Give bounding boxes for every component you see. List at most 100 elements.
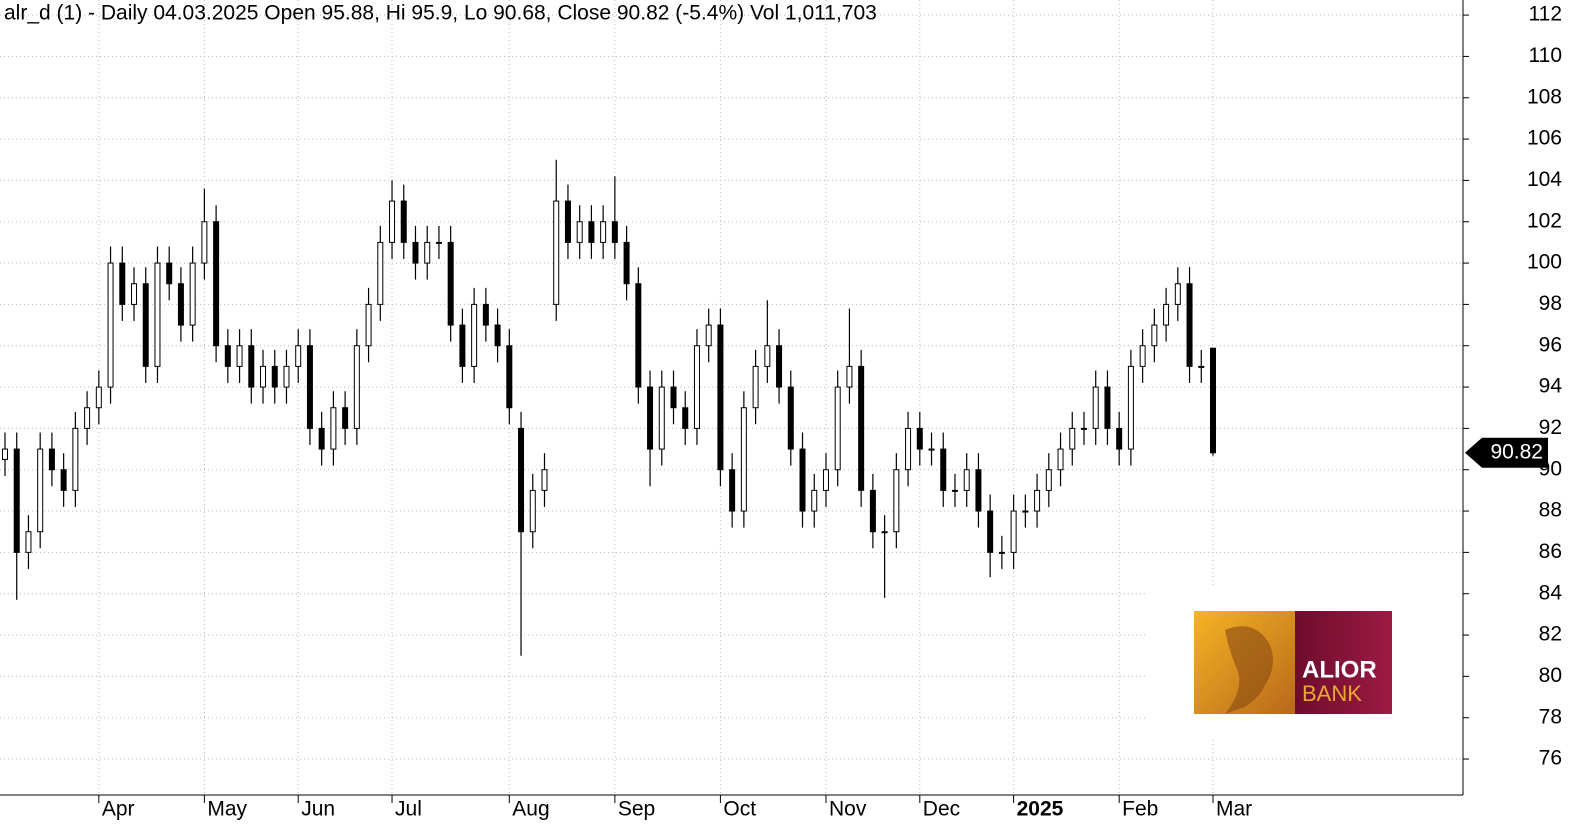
x-tick-label: Mar [1216,798,1252,821]
candle-body [846,365,853,388]
candle-body [752,365,759,409]
logo-name: ALIOR [1302,656,1377,683]
candle-body [1092,386,1099,429]
candle-body [506,345,513,409]
candle-body [107,262,114,388]
candle-body [647,386,654,450]
candle-body [635,283,642,388]
candle-body [693,345,700,429]
candle-body [1198,365,1205,368]
y-tick-label: 98 [1539,292,1562,315]
candle-body [435,241,442,244]
y-tick-label: 96 [1539,333,1562,356]
candle-body [588,221,595,243]
candle-body [1174,283,1181,305]
candle-body [424,241,431,264]
chart-title: alr_d (1) - Daily 04.03.2025 Open 95.88,… [4,2,877,25]
y-tick-label: 86 [1539,540,1562,563]
candle-body [811,489,818,512]
candle-body [893,469,900,533]
y-tick-label: 112 [1529,3,1562,26]
candle-body [318,427,325,450]
candle-body [940,448,947,491]
y-tick-label: 92 [1539,416,1562,439]
x-tick-label: Sep [618,798,655,821]
x-tick-label: Jun [301,798,335,821]
candle-body [717,324,724,471]
y-tick-label: 94 [1539,375,1563,398]
candle-body [553,200,560,305]
candle-body [306,345,313,429]
candle-body [37,448,44,533]
candle-body [834,386,841,471]
candle-body [260,365,267,388]
candle-body [95,386,102,409]
logo-subname: BANK [1302,681,1362,706]
y-tick-label: 82 [1539,623,1562,646]
candle-body [459,324,466,367]
candle-body [131,283,138,305]
candle-body [729,469,736,512]
candle-body [412,241,419,264]
logo-face [1225,626,1274,714]
candle-body [905,427,912,471]
x-tick-label: May [207,798,247,821]
candle-body [975,469,982,512]
candle-body [400,200,407,243]
candle-body [658,386,665,450]
candle-body [1104,386,1111,429]
candle-body [670,386,677,409]
candle-body [764,345,771,367]
candle-body [177,283,184,326]
candle-body [1116,427,1123,450]
candle-body [576,221,583,243]
candle-body [142,283,149,367]
candle-body [600,221,607,243]
candle-body [1010,510,1017,553]
x-tick-label: Apr [102,798,135,821]
candle-body [330,407,337,450]
candle-body [13,448,20,553]
candle-body [564,200,571,243]
candle-body [799,448,806,512]
candle-body [389,200,396,243]
x-tick-label: Aug [512,798,549,821]
candle-body [1139,345,1146,367]
candle-body [1210,347,1216,454]
candle-body [2,448,8,460]
candle-body [25,531,32,553]
candle-body [1057,448,1064,471]
candle-body [869,489,876,533]
y-tick-label: 88 [1539,499,1562,522]
candle-body [482,303,489,326]
candle-body [166,262,173,285]
y-tick-label: 102 [1527,209,1562,232]
candle-body [998,551,1005,554]
candle-body [881,531,888,534]
candle-body [518,427,525,533]
y-tick-label: 108 [1527,85,1562,108]
y-tick-label: 76 [1539,747,1562,770]
candle-body [787,386,794,450]
candle-body [1127,365,1134,450]
candle-body [1045,469,1052,491]
x-tick-label: Feb [1122,798,1158,821]
candle-body [213,221,220,347]
candle-body [353,345,360,429]
candle-body [822,469,829,491]
candle-body [1186,283,1193,367]
y-tick-label: 84 [1539,581,1563,604]
y-tick-label: 78 [1539,705,1562,728]
candle-body [623,241,630,285]
candle-body [189,262,196,326]
candle-body [987,510,994,553]
candle-body [1151,324,1158,347]
candle-body [236,345,243,367]
candle-body [1034,489,1041,512]
candle-body [951,489,958,492]
y-tick-label: 106 [1527,127,1562,150]
candle-body [682,407,689,429]
candle-body [342,407,349,429]
last-price-label: 90.82 [1490,440,1543,463]
